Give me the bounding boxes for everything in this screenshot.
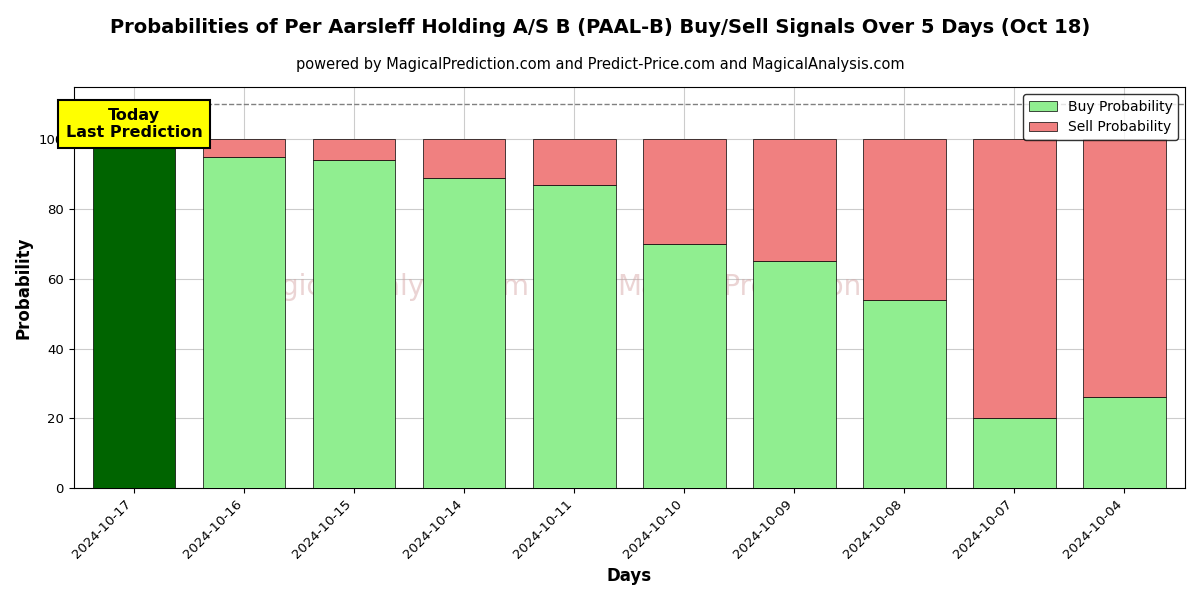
Bar: [1084, 139, 1165, 397]
Bar: [422, 178, 505, 488]
Bar: [863, 300, 946, 488]
Bar: [863, 139, 946, 300]
Bar: [533, 185, 616, 488]
Bar: [533, 139, 616, 185]
Bar: [313, 139, 396, 160]
Text: MagicalAnalysis.com: MagicalAnalysis.com: [240, 274, 529, 301]
Bar: [643, 244, 726, 488]
Text: powered by MagicalPrediction.com and Predict-Price.com and MagicalAnalysis.com: powered by MagicalPrediction.com and Pre…: [295, 57, 905, 72]
Bar: [643, 139, 726, 244]
Text: MagicalPrediction.com: MagicalPrediction.com: [618, 274, 930, 301]
Y-axis label: Probability: Probability: [16, 236, 34, 339]
Bar: [754, 139, 835, 262]
X-axis label: Days: Days: [607, 567, 652, 585]
Bar: [422, 139, 505, 178]
Bar: [1084, 397, 1165, 488]
Bar: [203, 157, 286, 488]
Bar: [754, 262, 835, 488]
Bar: [203, 139, 286, 157]
Text: Today
Last Prediction: Today Last Prediction: [66, 108, 203, 140]
Bar: [973, 139, 1056, 418]
Text: Probabilities of Per Aarsleff Holding A/S B (PAAL-B) Buy/Sell Signals Over 5 Day: Probabilities of Per Aarsleff Holding A/…: [110, 18, 1090, 37]
Bar: [92, 139, 175, 488]
Legend: Buy Probability, Sell Probability: Buy Probability, Sell Probability: [1024, 94, 1178, 140]
Bar: [313, 160, 396, 488]
Bar: [973, 418, 1056, 488]
